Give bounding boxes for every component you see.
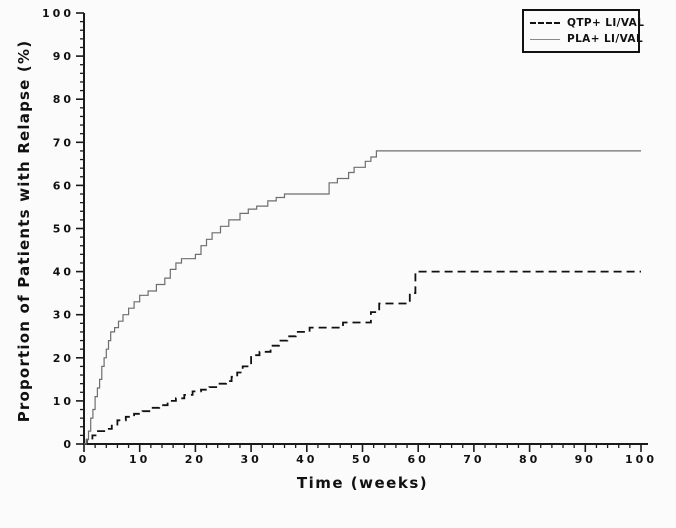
y-tick-label: 20 [53, 352, 74, 365]
y-tick-label: 0 [63, 438, 74, 451]
x-tick-label: 50 [352, 453, 373, 466]
series-path-qtp [84, 270, 641, 445]
legend-box: QTP+ LI/VAL PLA+ LI/VAL [522, 9, 644, 53]
y-tick-label: 60 [53, 179, 74, 192]
x-tick-label: 70 [463, 453, 484, 466]
y-tick-label: 80 [53, 93, 74, 106]
x-tick-label: 30 [240, 453, 261, 466]
x-tick-label: 10 [129, 453, 150, 466]
y-tick-label: 100 [42, 7, 74, 20]
x-tick-label: 0 [79, 453, 90, 466]
x-tick-label: 80 [519, 453, 540, 466]
legend-item-qtp: QTP+ LI/VAL [524, 15, 644, 31]
x-tick-label: 100 [625, 453, 657, 466]
legend-item-pla: PLA+ LI/VAL [524, 31, 643, 47]
y-tick-label: 30 [53, 309, 74, 322]
dashed-line-sample [530, 22, 560, 24]
legend-label-pla: PLA+ LI/VAL [567, 33, 644, 45]
series-path-pla [84, 150, 641, 445]
y-axis-title: Proportion of Patients with Relapse (%) [15, 39, 33, 423]
x-tick-label: 20 [185, 453, 206, 466]
x-tick-label: 90 [575, 453, 596, 466]
x-axis-title: Time (weeks) [296, 474, 429, 492]
y-tick-label: 50 [53, 223, 74, 236]
x-tick-label: 60 [408, 453, 429, 466]
y-tick-label: 10 [53, 395, 74, 408]
x-tick-label: 40 [296, 453, 317, 466]
y-tick-label: 40 [53, 266, 74, 279]
legend-label-qtp: QTP+ LI/VAL [567, 17, 645, 29]
solid-line-sample [530, 38, 560, 40]
y-tick-label: 70 [53, 136, 74, 149]
y-tick-label: 90 [53, 50, 74, 63]
